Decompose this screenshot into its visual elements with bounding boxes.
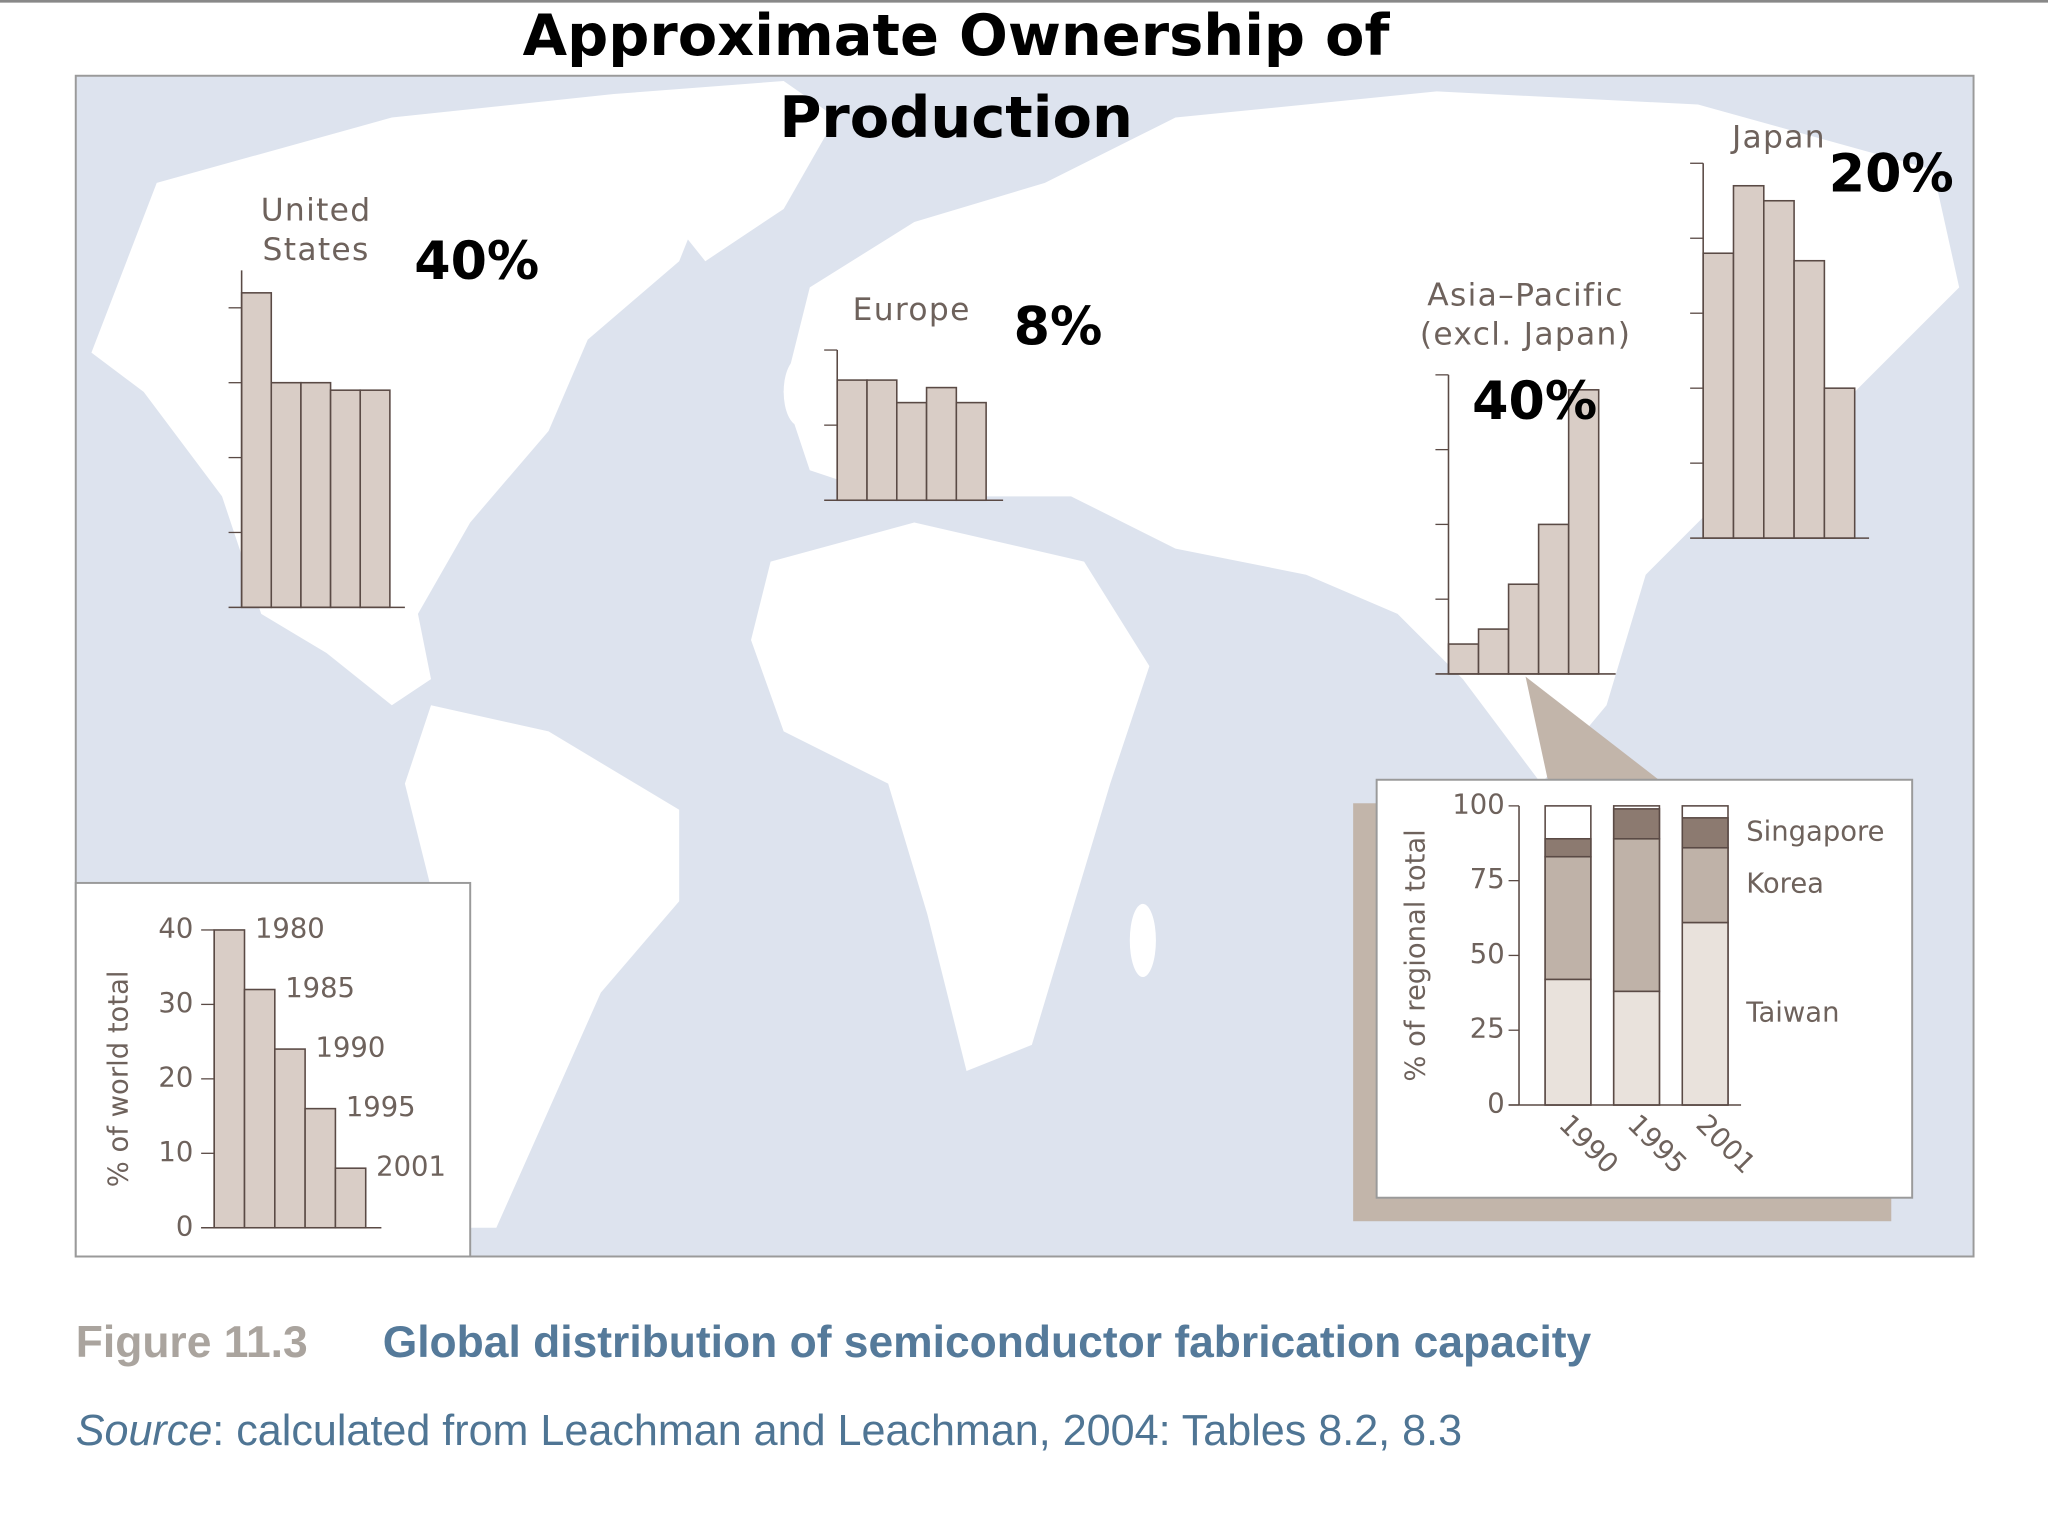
africa: [751, 522, 1150, 1072]
region-label: (excl. Japan): [1420, 317, 1631, 353]
year-label: 1980: [255, 913, 325, 944]
source: Source: calculated from Leachman and Lea…: [76, 1408, 1462, 1456]
bar-segment: [1681, 846, 1729, 924]
bar: [1537, 523, 1570, 675]
bar: [1823, 387, 1856, 539]
bar: [304, 1107, 337, 1229]
bar: [836, 379, 868, 502]
bar: [1477, 628, 1510, 675]
bar: [1732, 184, 1765, 539]
bar: [243, 988, 276, 1229]
bar-segment: [1612, 990, 1661, 1106]
bar: [359, 389, 391, 609]
bar: [1507, 583, 1540, 675]
bar: [274, 1048, 306, 1229]
region-label: Japan: [1730, 119, 1826, 155]
figure-label: Figure 11.3: [76, 1318, 308, 1367]
eurasia: [783, 91, 1960, 784]
year-label: 1985: [285, 973, 355, 1004]
year-label: 1995: [346, 1092, 416, 1123]
y-tick-label: 0: [1487, 1088, 1504, 1119]
y-tick-label: 20: [158, 1062, 193, 1093]
title: Production: [779, 84, 1133, 151]
share-annotation: 8%: [1014, 297, 1103, 357]
callout-pointer: [1525, 676, 1659, 780]
y-tick-label: 75: [1470, 864, 1505, 895]
south-america: [404, 705, 680, 1228]
source-text: : calculated from Leachman and Leachman,…: [212, 1408, 1462, 1456]
year-label: 1990: [316, 1033, 386, 1064]
region-label: Asia–Pacific: [1427, 277, 1624, 313]
title: Approximate Ownership of: [523, 2, 1391, 69]
y-tick-label: 40: [158, 913, 193, 944]
y-tick-label: 0: [176, 1211, 193, 1242]
bar: [270, 381, 302, 609]
bar: [1447, 643, 1480, 675]
bar: [1793, 259, 1826, 539]
source-label: Source: [76, 1408, 213, 1456]
bar: [213, 929, 246, 1229]
britain: [783, 357, 816, 426]
bar: [1567, 389, 1600, 675]
caption: Global distribution of semiconductor fab…: [383, 1318, 1592, 1367]
bar-segment: [1544, 837, 1592, 858]
bar: [334, 1167, 367, 1229]
legend-label: Singapore: [1746, 816, 1884, 847]
share-annotation: 40%: [1472, 372, 1597, 432]
greenland: [613, 80, 836, 262]
region-label: United: [261, 193, 372, 229]
bar: [329, 389, 362, 609]
y-axis-label: % of regional total: [1401, 829, 1432, 1081]
bar: [1763, 199, 1795, 539]
legend-label: Korea: [1746, 869, 1824, 900]
share-annotation: 40%: [414, 232, 539, 292]
bar: [300, 381, 332, 609]
bar: [866, 379, 898, 502]
y-axis-label: % of world total: [104, 970, 135, 1187]
bar: [925, 386, 958, 502]
bar: [240, 292, 273, 609]
bar-segment: [1681, 817, 1729, 849]
year-label: 2001: [376, 1152, 446, 1183]
legend-label: Taiwan: [1745, 997, 1839, 1028]
bar-segment: [1681, 921, 1729, 1106]
y-tick-label: 10: [158, 1137, 193, 1168]
bar-segment: [1544, 978, 1592, 1106]
bar: [895, 401, 928, 502]
madagascar: [1129, 903, 1156, 977]
bar: [955, 401, 987, 502]
bar: [1702, 252, 1735, 539]
region-label: States: [263, 232, 370, 268]
region-label: Europe: [853, 292, 971, 328]
y-tick-label: 100: [1452, 789, 1504, 820]
y-tick-label: 25: [1470, 1014, 1505, 1045]
y-tick-label: 30: [158, 988, 193, 1019]
y-tick-label: 50: [1470, 939, 1505, 970]
share-annotation: 20%: [1829, 145, 1954, 205]
bar-segment: [1612, 808, 1661, 840]
bar-segment: [1544, 855, 1592, 981]
bar-segment: [1612, 837, 1661, 993]
